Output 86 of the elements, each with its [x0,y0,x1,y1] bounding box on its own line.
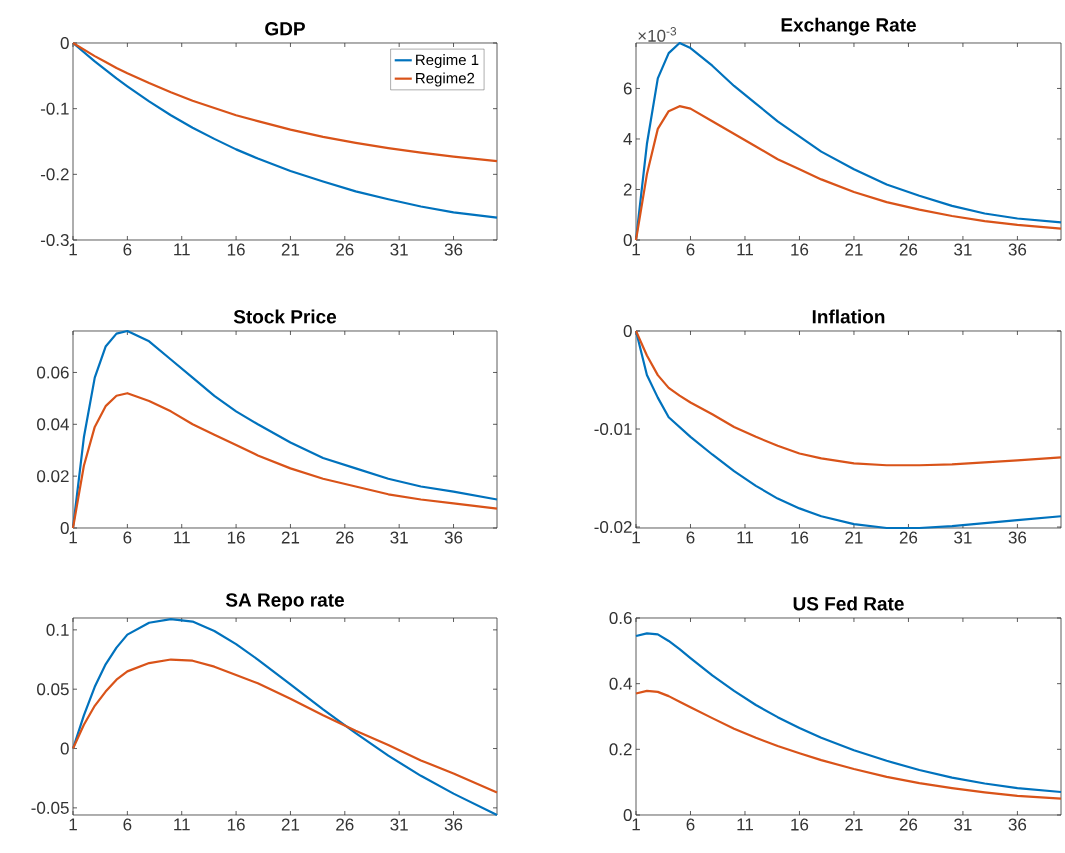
x-tick-label: 11 [737,243,753,256]
x-tick-label: 26 [336,531,354,544]
x-tick-label: 11 [174,531,190,544]
x-tick-label: 21 [845,818,863,831]
y-tick-label: 0.6 [609,611,632,625]
x-tick-label: 11 [737,531,753,544]
y-tick-label: 4 [623,133,632,145]
y-tick-label: 0.06 [37,366,69,379]
y-tick-label: -0.02 [594,521,632,534]
y-tick-label: 0 [623,233,632,247]
y-tick-label: 0 [623,808,632,822]
x-tick-label: 1 [69,818,77,831]
x-tick-label: 6 [686,531,695,544]
x-tick-label: 21 [845,531,863,544]
x-tick-label: 31 [390,531,408,544]
x-tick-label: 36 [1008,243,1027,256]
y-tick-label: -0.01 [594,422,632,436]
chart-title: Exchange Rate [781,17,916,36]
x-tick-label: 6 [123,243,132,256]
x-tick-label: 6 [686,818,695,831]
chart-title: US Fed Rate [793,596,904,611]
x-tick-label: 11 [737,818,753,831]
chart-title: Stock Price [233,309,337,324]
x-tick-label: 21 [281,531,300,544]
y-tick-label: 0.02 [37,470,69,483]
x-tick-label: 26 [899,531,918,544]
y-tick-label: -0.05 [31,801,69,814]
text: ×10$^{-3}$ [638,27,677,42]
x-tick-label: 16 [227,818,245,831]
x-tick-label: 16 [791,531,809,544]
y-tick-label: 6 [623,82,632,95]
y-tick-label: -0.2 [40,168,69,181]
y-tick-label: 0.2 [609,743,632,756]
x-tick-label: 21 [845,243,863,256]
x-tick-label: 6 [123,818,132,831]
chart-title: GDP [265,22,305,36]
line-series [634,689,1063,800]
y-tick-label: 2 [623,183,632,196]
x-tick-label: 31 [954,243,972,256]
x-tick-label: 21 [281,243,300,256]
x-tick-label: 26 [899,243,918,256]
line-series [634,632,1063,794]
chart-title: Inflation [812,309,885,324]
line-series [71,329,499,530]
x-tick-label: 31 [954,531,972,544]
legend-label: Regime 1 [416,54,479,69]
y-tick-label: 0 [60,742,69,755]
x-tick-label: 11 [174,243,190,256]
x-tick-label: 6 [123,531,132,544]
x-tick-label: 16 [791,243,809,256]
x-tick-label: 1 [69,531,77,544]
x-tick-label: 21 [281,818,300,831]
y-tick-label: -0.3 [40,233,69,247]
y-tick-label: 0.05 [37,683,69,696]
y-tick-label: 0.4 [609,677,632,690]
x-tick-label: 11 [174,818,190,831]
legend-label: Regime2 [416,72,475,87]
y-tick-label: -0.1 [40,102,69,115]
y-tick-label: 0.04 [37,418,69,431]
x-tick-label: 36 [444,531,463,544]
x-tick-label: 1 [632,818,640,831]
x-tick-label: 1 [632,243,640,256]
y-tick-label: 0.1 [46,623,69,636]
x-tick-label: 36 [1008,818,1027,831]
line-series [71,392,499,530]
x-tick-label: 36 [444,818,463,831]
x-tick-label: 36 [444,243,463,256]
x-tick-label: 1 [632,531,640,544]
y-tick-label: 0 [60,521,69,535]
line-series [71,658,499,794]
y-tick-label: 0 [60,36,69,50]
x-tick-label: 31 [390,818,408,831]
x-tick-label: 26 [899,818,918,831]
x-tick-label: 26 [336,243,354,256]
x-tick-label: 16 [227,243,245,256]
x-tick-label: 16 [227,531,245,544]
x-tick-label: 31 [390,243,408,256]
x-tick-label: 6 [686,243,695,256]
x-tick-label: 16 [791,818,809,831]
chart-title: SA Repo rate [225,593,344,611]
x-tick-label: 1 [69,243,77,256]
x-tick-label: 36 [1008,531,1027,544]
x-tick-label: 26 [336,818,354,831]
line-series [71,618,499,817]
x-tick-label: 31 [954,818,972,831]
y-tick-label: 0 [623,324,632,338]
